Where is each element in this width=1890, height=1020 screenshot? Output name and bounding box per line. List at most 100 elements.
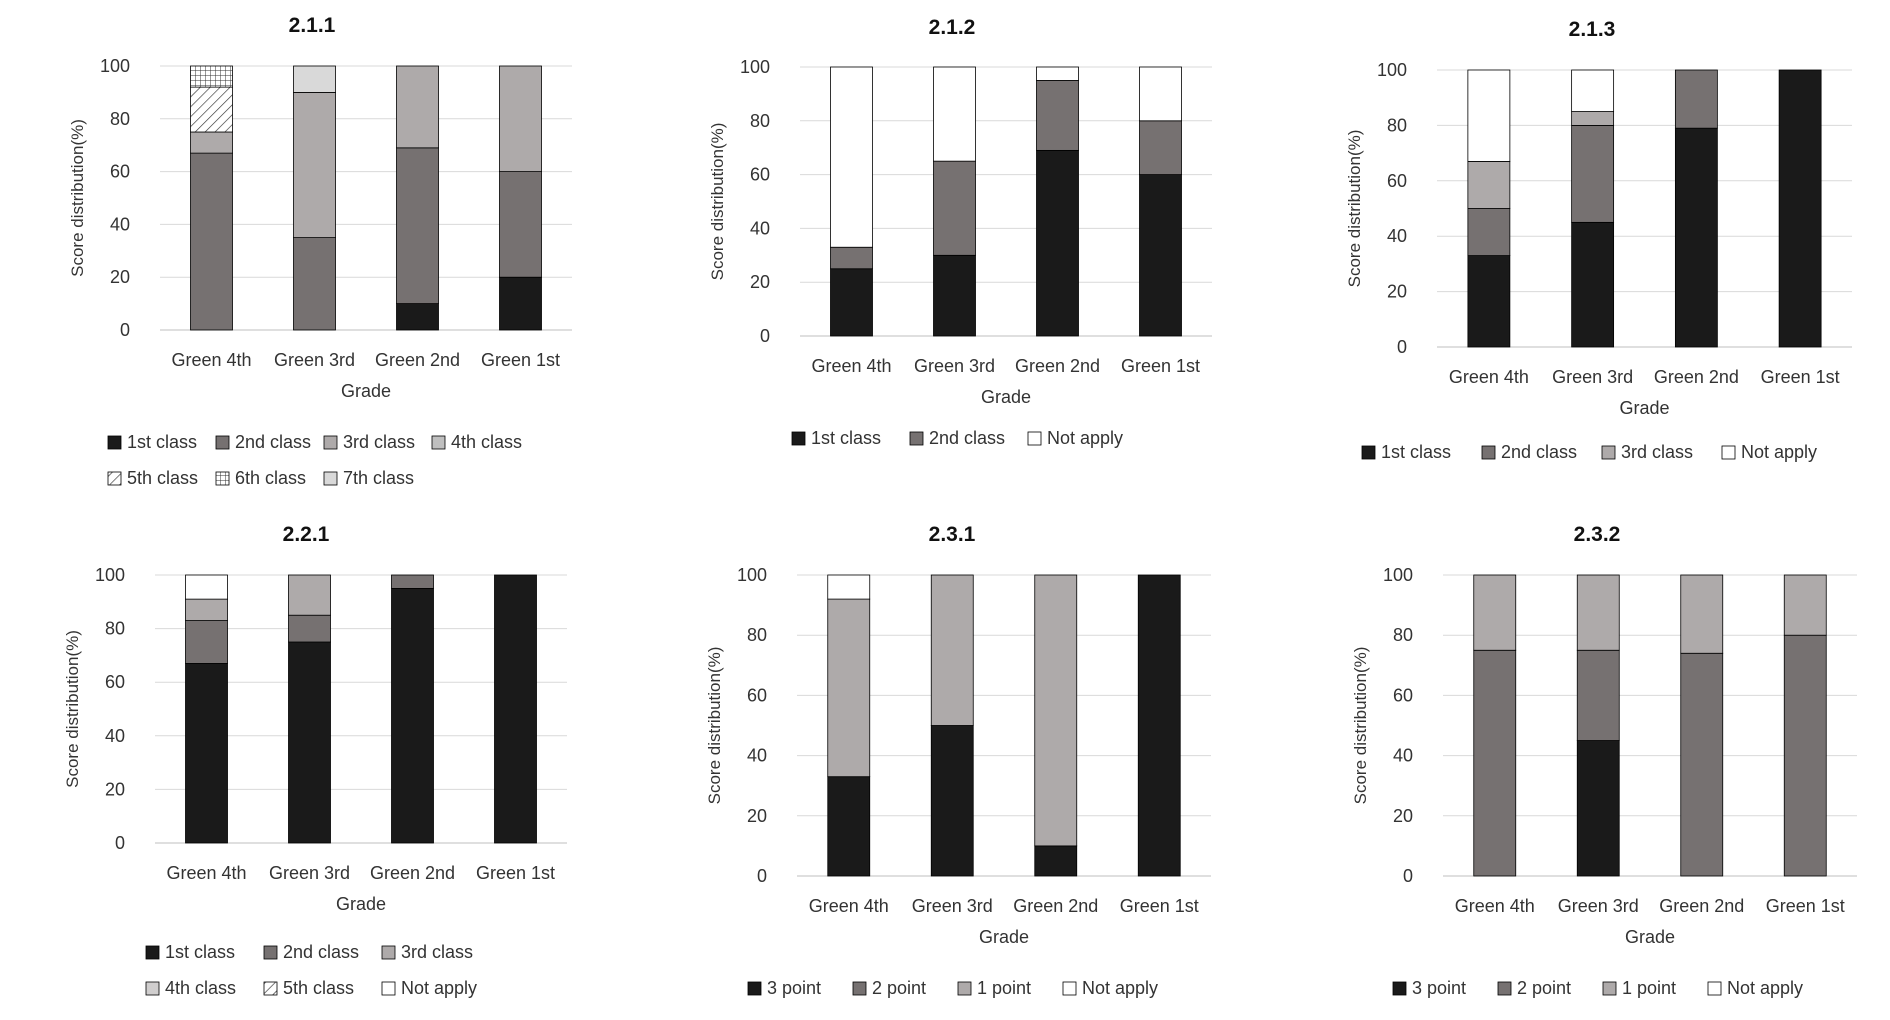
y-tick-label: 60: [1393, 685, 1413, 705]
legend-item-not-apply: Not apply: [381, 978, 477, 998]
legend: 3 point 2 point 1 point Not apply: [747, 978, 1158, 998]
bar-segment-green-2nd-1-point: [1680, 574, 1724, 654]
legend-swatch: [1392, 981, 1407, 996]
legend-swatch: [1481, 445, 1496, 460]
legend-item-not-apply: Not apply: [1027, 428, 1123, 448]
bar-segment-green-2nd-1st-class: [1674, 127, 1718, 348]
bar-segment-green-3rd-2nd-class: [288, 614, 331, 643]
legend-label: 2nd class: [1501, 442, 1577, 462]
y-tick-label: 100: [737, 565, 767, 585]
y-tick-label: 80: [1393, 625, 1413, 645]
y-tick-label: 40: [110, 214, 130, 234]
legend-item-3rd-class: 3rd class: [381, 942, 473, 962]
legend-label: 3 point: [767, 978, 821, 998]
bar-segment-green-2nd-1-point: [1034, 574, 1078, 847]
y-axis-label: Score distribution(%): [68, 119, 87, 277]
legend-swatch: [107, 435, 122, 450]
bar-segment-green-4th-1st-class: [185, 663, 228, 844]
x-tick-label: Green 3rd: [269, 863, 350, 883]
bar-segment-green-1st-3-point: [1137, 574, 1181, 877]
y-tick-label: 0: [757, 866, 767, 886]
bar-segment-green-1st-1st-class: [499, 276, 542, 331]
bar-segment-green-2nd-2nd-class: [1674, 69, 1718, 129]
y-tick-label: 20: [747, 806, 767, 826]
y-tick-label: 100: [100, 56, 130, 76]
legend-item-2nd-class: 2nd class: [909, 428, 1005, 448]
y-tick-label: 60: [105, 672, 125, 692]
chart-title: 2.3.2: [1574, 523, 1621, 546]
legend-label: 3rd class: [343, 432, 415, 452]
legend-label: Not apply: [401, 978, 477, 998]
chart-2-1-2: 2.1.2 0 20 40 60 80 100 Score distribution(%) Gr…: [708, 16, 1212, 448]
legend-label: Not apply: [1741, 442, 1817, 462]
legend-item-2-point: 2 point: [1497, 978, 1571, 998]
legend-swatch: [791, 431, 806, 446]
bar-segment-green-3rd-1-point: [1576, 574, 1620, 651]
legend-swatch: [107, 471, 122, 486]
legend-label: Not apply: [1047, 428, 1123, 448]
legend-swatch: [852, 981, 867, 996]
legend-label: 4th class: [451, 432, 522, 452]
bar-segment-green-1st-1-point: [1783, 574, 1827, 636]
x-tick-label: Green 2nd: [1013, 896, 1098, 916]
legend-swatch: [1361, 445, 1376, 460]
x-tick-label: Green 1st: [1761, 367, 1840, 387]
legend-item-1st-class: 1st class: [107, 432, 197, 452]
chart-title: 2.1.2: [929, 16, 976, 39]
y-tick-label: 80: [105, 619, 125, 639]
y-tick-label: 80: [747, 625, 767, 645]
legend-swatch: [1721, 445, 1736, 460]
chart-title: 2.3.1: [929, 523, 976, 546]
y-axis-label: Score distribution(%): [705, 647, 724, 805]
legend: 1st class 2nd class 3rd class 4th class 5th …: [107, 432, 522, 488]
legend-swatch: [1707, 981, 1722, 996]
y-tick-label: 100: [740, 57, 770, 77]
legend-swatch: [381, 945, 396, 960]
y-tick-label: 40: [750, 218, 770, 238]
bar-segment-green-1st-2-point: [1783, 634, 1827, 877]
bar-segment-green-1st-not-apply: [1139, 66, 1182, 122]
legend-item-5th-class: 5th class: [107, 468, 198, 488]
legend-swatch: [145, 981, 160, 996]
legend-swatch: [323, 435, 338, 450]
chart-title: 2.2.1: [283, 523, 330, 546]
y-tick-label: 100: [95, 565, 125, 585]
legend-swatch: [263, 981, 278, 996]
bar-segment-green-4th-3-point: [827, 776, 871, 877]
x-axis-label: Grade: [1625, 927, 1675, 947]
bar-segment-green-4th-1st-class: [1467, 255, 1511, 348]
y-tick-label: 80: [1387, 115, 1407, 135]
legend-label: 2 point: [1517, 978, 1571, 998]
legend-swatch: [381, 981, 396, 996]
legend: 1st class 2nd class 3rd class Not apply: [1361, 442, 1817, 462]
y-tick-label: 100: [1383, 565, 1413, 585]
bar-segment-green-2nd-2nd-class: [1036, 80, 1079, 151]
bar-segment-green-4th-2nd-class: [1467, 208, 1511, 256]
legend-item-not-apply: Not apply: [1062, 978, 1158, 998]
y-tick-label: 40: [1393, 746, 1413, 766]
legend-swatch: [1027, 431, 1042, 446]
chart-2-3-2: 2.3.2 0 20 40 60 80 100 Score distribution(%) Gr…: [1351, 523, 1857, 998]
bar-segment-green-4th-2nd-class: [190, 152, 233, 331]
bar-segment-green-3rd-2nd-class: [293, 237, 336, 331]
bar-segment-green-3rd-3rd-class: [1571, 111, 1615, 126]
bar-segment-green-1st-2nd-class: [499, 171, 542, 278]
legend-label: 5th class: [283, 978, 354, 998]
y-tick-label: 0: [1397, 337, 1407, 357]
x-axis-label: Grade: [341, 381, 391, 401]
bar-segment-green-2nd-1st-class: [1036, 149, 1079, 337]
x-tick-label: Green 3rd: [1558, 896, 1639, 916]
y-tick-label: 80: [750, 111, 770, 131]
legend-item-1st-class: 1st class: [791, 428, 881, 448]
bar-segment-green-4th-3rd-class: [185, 598, 228, 621]
y-tick-label: 20: [1393, 806, 1413, 826]
chart-2-1-3: 2.1.3 0 20 40 60 80 100 Score distribution(%) Gr…: [1345, 18, 1852, 462]
bar-segment-green-2nd-3-point: [1034, 845, 1078, 877]
bar-segment-green-4th-2-point: [1473, 649, 1517, 877]
legend-item-3rd-class: 3rd class: [1601, 442, 1693, 462]
legend-item-not-apply: Not apply: [1707, 978, 1803, 998]
bar-segment-green-1st-2nd-class: [1139, 120, 1182, 176]
x-tick-label: Green 2nd: [1659, 896, 1744, 916]
y-axis-label: Score distribution(%): [708, 123, 727, 281]
legend-item-2nd-class: 2nd class: [1481, 442, 1577, 462]
